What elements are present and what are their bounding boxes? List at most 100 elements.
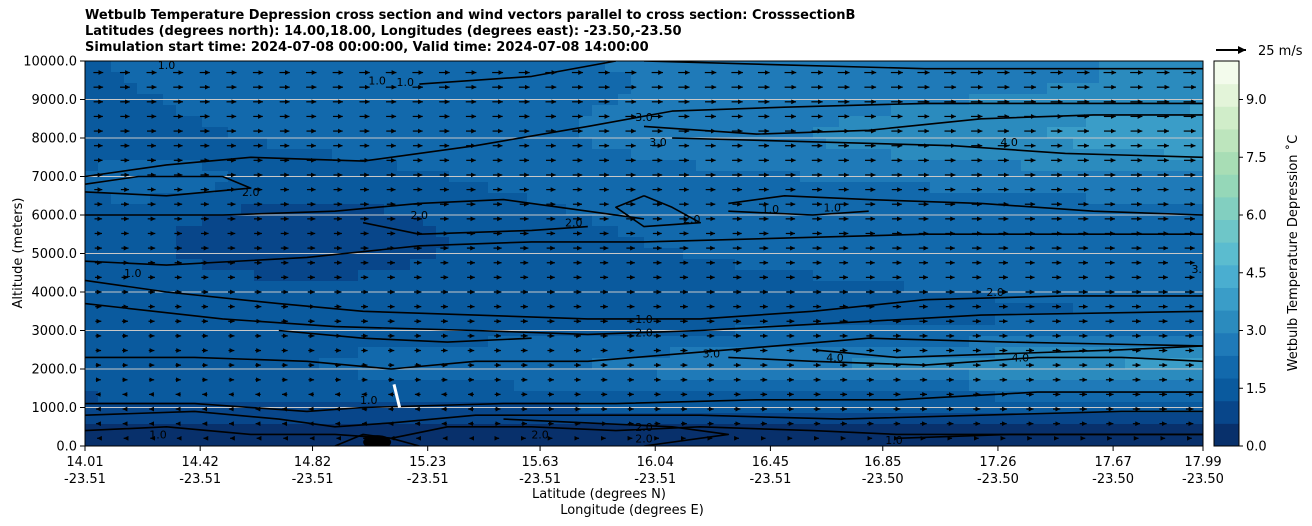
contour-fill-cell: [137, 292, 151, 304]
contour-fill-cell: [501, 347, 515, 359]
contour-fill-cell: [800, 193, 814, 205]
contour-fill-cell: [917, 336, 931, 348]
contour-line: [278, 329, 532, 343]
contour-fill-cell: [1190, 270, 1203, 282]
contour-fill-cell: [748, 380, 762, 392]
contour-fill-cell: [228, 138, 242, 150]
contour-fill-cell: [85, 270, 99, 282]
contour-fill-cell: [111, 160, 125, 172]
contour-fill-cell: [722, 380, 736, 392]
contour-fill-cell: [358, 424, 372, 436]
contour-fill-cell: [189, 61, 203, 73]
contour-fill-cell: [449, 127, 463, 139]
contour-fill-cell: [982, 435, 996, 446]
contour-fill-cell: [241, 292, 255, 304]
contour-fill-cell: [683, 72, 697, 84]
grid-lines: [85, 61, 1203, 446]
contour-fill-cell: [150, 292, 164, 304]
contour-fill-cell: [410, 138, 424, 150]
contour-fill-cell: [904, 61, 918, 73]
contour-fill-cell: [384, 259, 398, 271]
contour-fill-cell: [462, 127, 476, 139]
contour-fill-cell: [371, 138, 385, 150]
contour-fill-cell: [787, 160, 801, 172]
contour-fill-cell: [1021, 226, 1035, 238]
contour-fill-cell: [865, 347, 879, 359]
contour-fill-cell: [852, 83, 866, 95]
contour-fill-cell: [1034, 369, 1048, 381]
contour-fill-cell: [1073, 116, 1087, 128]
contour-fill-cell: [852, 127, 866, 139]
contour-fill-cell: [800, 435, 814, 446]
contour-fill-cell: [371, 83, 385, 95]
contour-fill-cell: [423, 226, 437, 238]
contour-fill-cell: [579, 215, 593, 227]
contour-fill-cell: [670, 380, 684, 392]
contour-fill-cell: [1047, 281, 1061, 293]
contour-fill-cell: [1060, 237, 1074, 249]
contour-fill-cell: [462, 61, 476, 73]
contour-fill-cell: [813, 193, 827, 205]
contour-fill-cell: [904, 292, 918, 304]
contour-fill-cell: [722, 149, 736, 161]
contour-fill-cell: [566, 105, 580, 117]
contour-fill-cell: [228, 369, 242, 381]
contour-fill-cell: [111, 116, 125, 128]
contour-fill-cell: [384, 281, 398, 293]
contour-fill-cell: [527, 380, 541, 392]
contour-fill-cell: [462, 193, 476, 205]
contour-fill-cell: [202, 270, 216, 282]
contour-fill-cell: [1190, 281, 1203, 293]
contour-fill-cell: [917, 413, 931, 425]
contour-fill-cell: [631, 303, 645, 315]
contour-fill-cell: [995, 127, 1009, 139]
contour-fill-cell: [228, 435, 242, 446]
contour-fill-cell: [1086, 215, 1100, 227]
contour-fill-cell: [761, 347, 775, 359]
contour-fill-cell: [1060, 193, 1074, 205]
contour-fill-cell: [982, 215, 996, 227]
contour-fill-cell: [917, 160, 931, 172]
contour-fill-cell: [1164, 369, 1178, 381]
contour-fill-cell: [605, 347, 619, 359]
contour-fill-cell: [1164, 193, 1178, 205]
contour-fill-cell: [1060, 105, 1074, 117]
contour-fill-cell: [852, 303, 866, 315]
contour-fill-cell: [202, 61, 216, 73]
contour-fill-cell: [462, 391, 476, 403]
contour-fill-cell: [540, 116, 554, 128]
contour-fill-cell: [709, 204, 723, 216]
contour-fill-cell: [865, 336, 879, 348]
contour-fill-cell: [930, 259, 944, 271]
contour-fill-cell: [995, 83, 1009, 95]
contour-fill-cell: [1138, 149, 1152, 161]
contour-fill-cell: [475, 413, 489, 425]
contour-fill-cell: [1021, 358, 1035, 370]
contour-fill-cell: [1177, 237, 1191, 249]
contour-fill-cell: [995, 270, 1009, 282]
contour-fill-cell: [475, 215, 489, 227]
contour-fill-cell: [371, 336, 385, 348]
contour-fill-cell: [254, 424, 268, 436]
contour-fill-cell: [1086, 160, 1100, 172]
contour-fill-cell: [410, 336, 424, 348]
contour-fill-cell: [891, 193, 905, 205]
contour-fill-cell: [956, 204, 970, 216]
contour-fill-cell: [163, 435, 177, 446]
contour-fill-cell: [1112, 72, 1126, 84]
contour-fill-cell: [215, 347, 229, 359]
contour-fill-cell: [1034, 182, 1048, 194]
contour-fill-cell: [410, 391, 424, 403]
contour-fill-cell: [384, 160, 398, 172]
contour-fill-cell: [1034, 358, 1048, 370]
contour-fill-cell: [618, 226, 632, 238]
contour-fill-cell: [254, 237, 268, 249]
contour-fill-cell: [280, 83, 294, 95]
contour-fill-cell: [696, 83, 710, 95]
contour-fill-cell: [1164, 127, 1178, 139]
contour-fill-cell: [657, 160, 671, 172]
contour-fill-cell: [956, 138, 970, 150]
contour-fill-cell: [267, 270, 281, 282]
contour-fill-cell: [306, 127, 320, 139]
contour-fill-cell: [566, 237, 580, 249]
